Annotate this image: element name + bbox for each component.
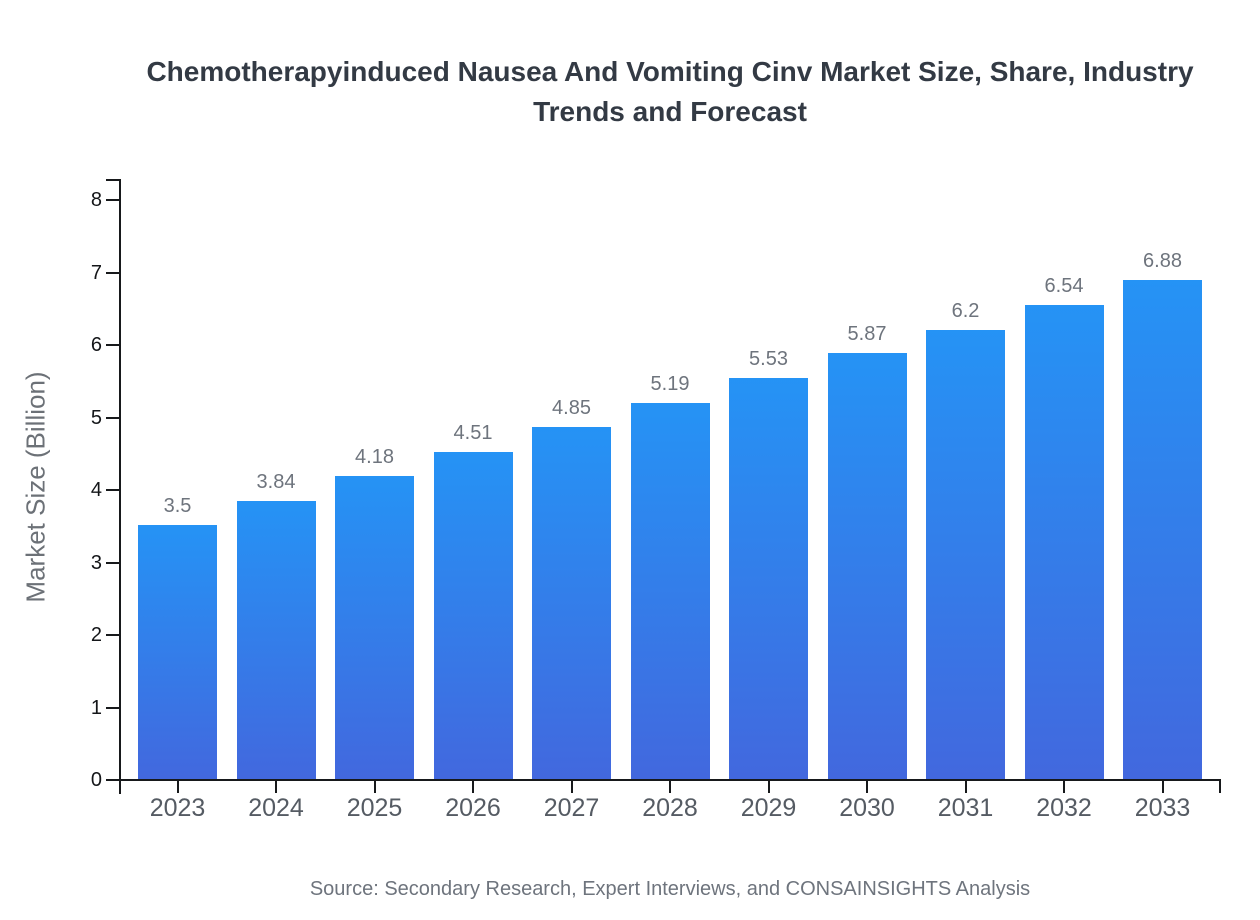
y-tick-label: 8 bbox=[90, 189, 102, 211]
x-tick-label-2033: 2033 bbox=[1134, 794, 1191, 822]
y-tick bbox=[106, 634, 119, 636]
x-tick-label-2025: 2025 bbox=[346, 794, 403, 822]
x-tick bbox=[472, 779, 474, 793]
x-axis-end-cap bbox=[1219, 779, 1221, 793]
x-tick-label-2031: 2031 bbox=[937, 794, 994, 822]
bar-value-label-2026: 4.51 bbox=[453, 422, 493, 445]
y-axis-line bbox=[119, 179, 121, 794]
y-tick bbox=[106, 779, 119, 781]
y-tick-label: 2 bbox=[90, 624, 102, 646]
y-tick bbox=[106, 271, 119, 274]
bar-value-label-2027: 4.85 bbox=[552, 397, 591, 420]
y-axis-end-cap bbox=[106, 179, 119, 181]
x-tick bbox=[964, 779, 967, 793]
bar-value-label-2030: 5.87 bbox=[847, 323, 887, 346]
bar-value-label-2032: 6.54 bbox=[1044, 274, 1084, 297]
bar-value-label-2033: 6.88 bbox=[1143, 250, 1182, 273]
y-tick bbox=[106, 344, 119, 346]
y-tick-label: 6 bbox=[90, 334, 102, 356]
bar-2031 bbox=[926, 329, 1005, 779]
bar-value-label-2031: 6.2 bbox=[951, 299, 980, 322]
source-note: Source: Secondary Research, Expert Inter… bbox=[309, 878, 1031, 900]
x-tick bbox=[1161, 779, 1164, 793]
x-tick bbox=[669, 779, 671, 793]
bar-2029 bbox=[729, 378, 808, 779]
bar-2023 bbox=[138, 525, 217, 779]
x-tick-label-2029: 2029 bbox=[740, 794, 797, 822]
bar-value-label-2025: 4.18 bbox=[355, 445, 394, 468]
y-tick-label: 4 bbox=[90, 479, 102, 501]
x-tick bbox=[570, 779, 573, 793]
bar-2033 bbox=[1123, 280, 1202, 779]
y-tick-label: 7 bbox=[90, 261, 102, 284]
x-tick-label-2027: 2027 bbox=[543, 794, 600, 822]
bar-2024 bbox=[236, 500, 316, 779]
x-tick bbox=[1063, 779, 1065, 793]
bar-2032 bbox=[1024, 304, 1104, 779]
bar-2026 bbox=[433, 452, 513, 779]
bar-2025 bbox=[335, 475, 414, 779]
x-tick-label-2023: 2023 bbox=[149, 794, 206, 822]
chart-title: Chemotherapyinduced Nausea And Vomiting … bbox=[146, 56, 1194, 127]
bar-value-label-2023: 3.5 bbox=[163, 495, 192, 518]
x-tick-label-2024: 2024 bbox=[248, 794, 304, 822]
bar-2030 bbox=[827, 353, 907, 779]
bar-2027 bbox=[532, 427, 611, 779]
y-tick bbox=[106, 561, 119, 564]
x-tick bbox=[373, 779, 376, 793]
bar-value-label-2028: 5.19 bbox=[650, 372, 690, 395]
y-tick-label: 5 bbox=[90, 406, 102, 429]
bar-value-label-2029: 5.53 bbox=[749, 348, 788, 371]
y-tick-label: 1 bbox=[90, 696, 102, 719]
x-tick-label-2032: 2032 bbox=[1036, 794, 1092, 822]
x-tick bbox=[767, 779, 770, 793]
x-tick bbox=[176, 779, 179, 793]
x-tick-label-2028: 2028 bbox=[642, 794, 698, 822]
x-tick-label-2026: 2026 bbox=[445, 794, 501, 822]
bar-value-label-2024: 3.84 bbox=[256, 470, 296, 493]
y-tick bbox=[106, 416, 119, 419]
x-tick-label-2030: 2030 bbox=[839, 794, 895, 822]
y-tick-label: 0 bbox=[90, 769, 102, 791]
y-tick bbox=[106, 706, 119, 709]
x-tick bbox=[866, 779, 868, 793]
y-tick bbox=[106, 489, 119, 491]
y-tick bbox=[106, 199, 119, 201]
x-tick bbox=[275, 779, 277, 793]
y-tick-label: 3 bbox=[90, 551, 102, 574]
bar-2028 bbox=[630, 402, 710, 779]
